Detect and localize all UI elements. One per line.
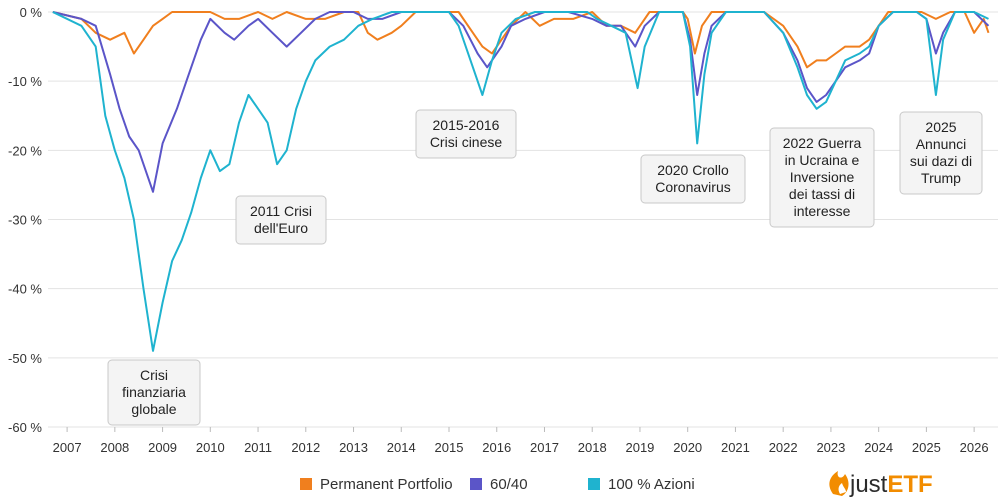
- annotation-text: finanziaria: [122, 384, 186, 400]
- legend-label: 100 % Azioni: [608, 476, 695, 493]
- x-tick-label: 2015: [435, 440, 464, 455]
- annotation-box: [640, 154, 746, 204]
- annotation-text: Crisi cinese: [430, 134, 503, 150]
- y-tick-label: -50 %: [8, 351, 42, 366]
- x-tick-label: 2008: [100, 440, 129, 455]
- annotation-text: 2025: [925, 119, 956, 135]
- x-tick-label: 2025: [912, 440, 941, 455]
- x-tick-label: 2011: [244, 440, 272, 455]
- series-line-1: [52, 11, 990, 193]
- x-tick-label: 2026: [960, 440, 989, 455]
- x-tick-label: 2018: [578, 440, 607, 455]
- x-tick-label: 2022: [769, 440, 798, 455]
- annotation-text: interesse: [794, 203, 851, 219]
- x-tick-label: 2010: [196, 440, 225, 455]
- legend-item-2: 100 % Azioni: [588, 476, 695, 493]
- annotation-text: in Ucraina e: [785, 152, 860, 168]
- y-tick-label: -40 %: [8, 282, 42, 297]
- x-tick-label: 2014: [387, 440, 416, 455]
- annotation-box: [415, 109, 517, 159]
- legend-item-0: Permanent Portfolio: [300, 476, 453, 493]
- annotation-box: [899, 111, 983, 195]
- annotation-text: 2015-2016: [433, 117, 500, 133]
- x-tick-label: 2009: [148, 440, 177, 455]
- series-lines: [52, 11, 990, 352]
- x-tick-label: 2023: [816, 440, 845, 455]
- annotation-text: Inversione: [790, 169, 855, 185]
- annotation-text: Crisi: [140, 367, 168, 383]
- legend-swatch: [588, 478, 600, 490]
- annotation-text: dei tassi di: [789, 186, 855, 202]
- annotation-text: 2022 Guerra: [783, 135, 862, 151]
- x-axis-ticks: 2007 2008 2009 2010 2011 2012 2013 2014 2015 2016…: [53, 427, 989, 455]
- x-tick-label: 2020: [673, 440, 702, 455]
- logo-wordmark: justETF: [849, 471, 933, 498]
- annotation-text: Trump: [921, 170, 961, 186]
- y-tick-label: -30 %: [8, 213, 42, 228]
- legend: Permanent Portfolio 60/40 100 % Azioni: [300, 476, 695, 493]
- x-tick-label: 2019: [625, 440, 654, 455]
- annotation-text: sui dazi di: [910, 153, 972, 169]
- x-tick-label: 2021: [721, 440, 750, 455]
- series-line-2: [52, 11, 989, 352]
- y-axis-ticks: 0 % -10 % -20 % -30 % -40 % -50 % -60 %: [8, 5, 42, 435]
- x-tick-label: 2012: [291, 440, 320, 455]
- legend-label: 60/40: [490, 476, 528, 493]
- annotation-text: Coronavirus: [655, 179, 730, 195]
- annotation-text: Annunci: [916, 136, 967, 152]
- annotation-box: [235, 195, 327, 245]
- x-tick-label: 2017: [530, 440, 559, 455]
- annotation-text: globale: [131, 401, 176, 417]
- y-tick-label: -20 %: [8, 143, 42, 158]
- x-tick-label: 2024: [864, 440, 893, 455]
- logo-just: just: [849, 471, 888, 498]
- logo-flame-icon: [829, 471, 849, 496]
- legend-swatch: [300, 478, 312, 490]
- x-tick-label: 2007: [53, 440, 82, 455]
- annotation-box: [107, 359, 201, 426]
- y-tick-label: -60 %: [8, 420, 42, 435]
- annotation-text: 2011 Crisi: [250, 203, 312, 219]
- y-tick-label: -10 %: [8, 74, 42, 89]
- annotation-box: [769, 127, 875, 228]
- grid: [48, 11, 998, 428]
- legend-swatch: [470, 478, 482, 490]
- series-line-0: [52, 11, 990, 69]
- x-tick-label: 2013: [339, 440, 368, 455]
- logo-etf: ETF: [887, 471, 932, 498]
- justetf-logo: justETF: [829, 471, 933, 498]
- legend-item-1: 60/40: [470, 476, 528, 493]
- y-tick-label: 0 %: [20, 5, 43, 20]
- legend-label: Permanent Portfolio: [320, 476, 453, 493]
- annotation-text: 2020 Crollo: [657, 162, 729, 178]
- annotation-text: dell'Euro: [254, 220, 308, 236]
- x-tick-label: 2016: [482, 440, 511, 455]
